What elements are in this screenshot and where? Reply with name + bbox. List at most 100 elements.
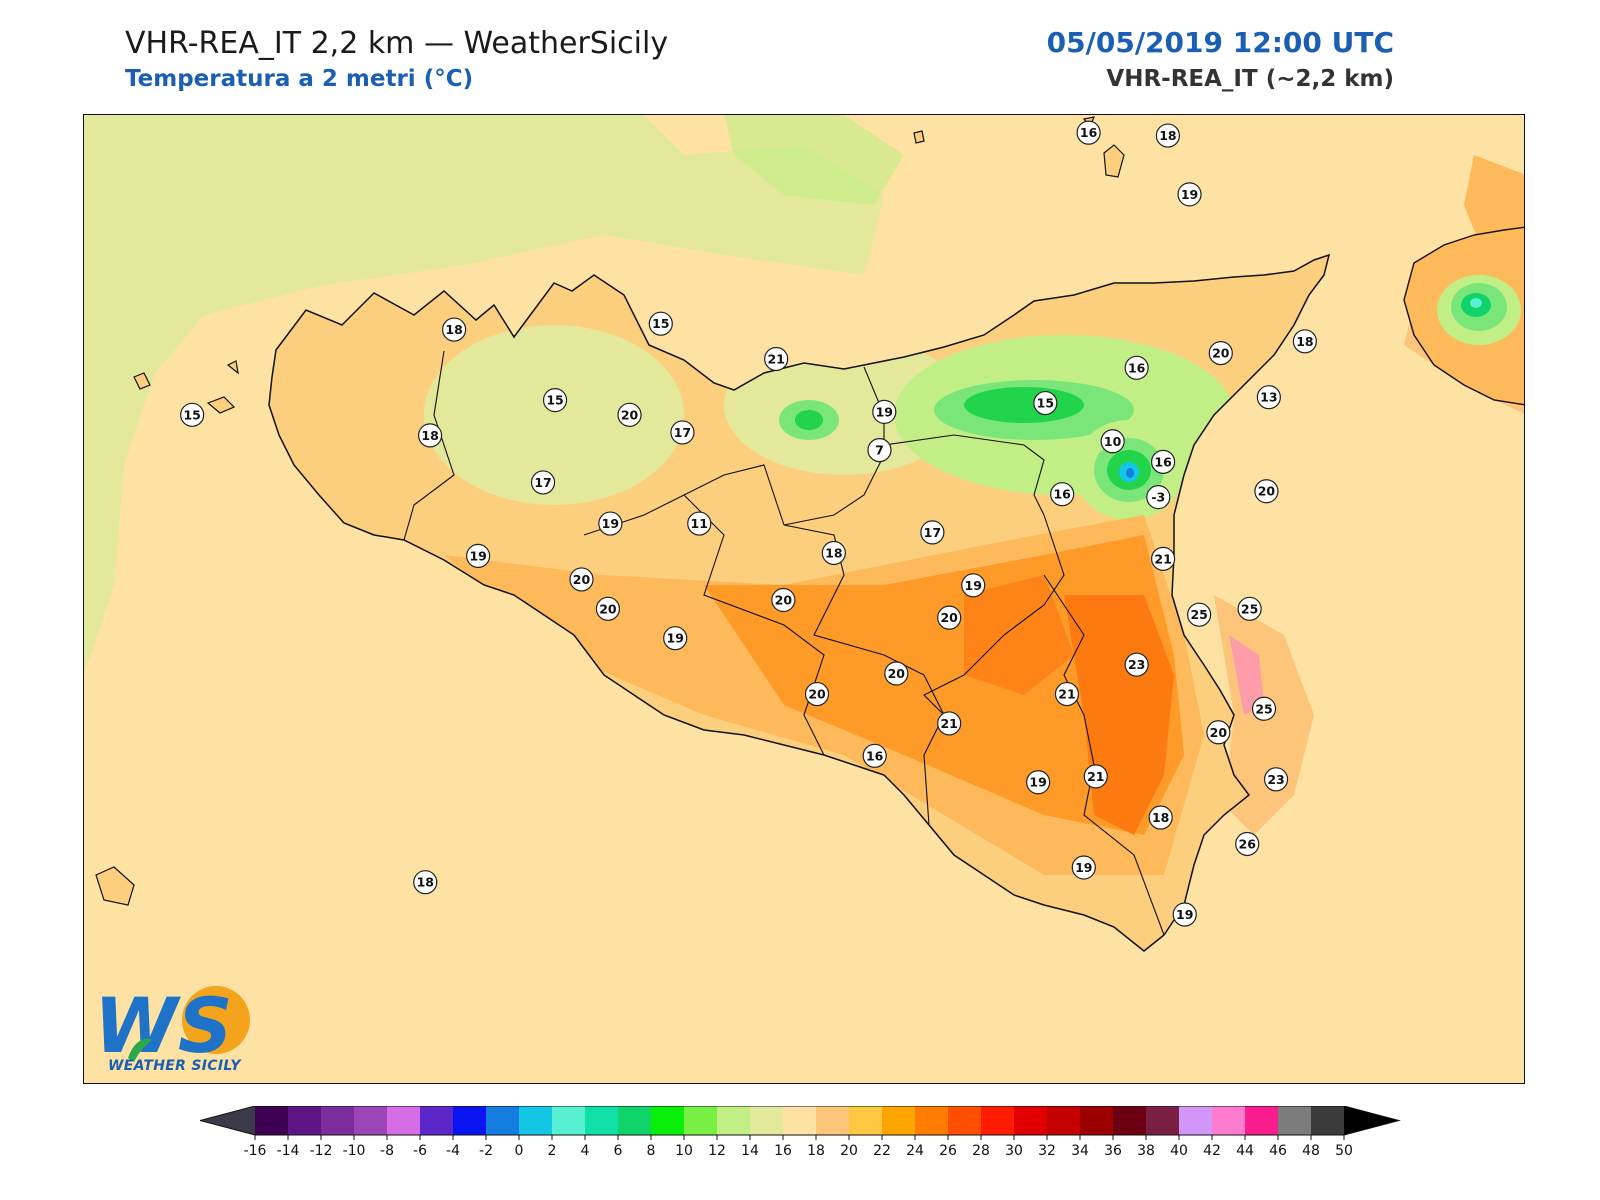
station-label: 25 bbox=[1255, 701, 1272, 716]
colorbar-swatch bbox=[288, 1106, 322, 1135]
logo-text: WEATHER SICILY bbox=[108, 1058, 241, 1074]
colorbar-swatch bbox=[1212, 1106, 1246, 1135]
station-marker[interactable]: 18 bbox=[1155, 123, 1181, 148]
station-marker[interactable]: 20 bbox=[937, 605, 962, 630]
colorbar-swatch bbox=[783, 1106, 817, 1135]
station-label: 21 bbox=[1058, 687, 1075, 702]
station-marker[interactable]: 15 bbox=[1033, 390, 1058, 416]
station-marker[interactable]: 23 bbox=[1263, 767, 1289, 792]
station-circle bbox=[1124, 355, 1149, 380]
station-marker[interactable]: 20 bbox=[771, 587, 796, 613]
station-circle bbox=[530, 470, 556, 495]
colorbar-swatch bbox=[882, 1106, 916, 1135]
station-marker[interactable]: 7 bbox=[867, 437, 892, 463]
station-marker[interactable]: 21 bbox=[764, 346, 789, 372]
colorbar-swatch bbox=[618, 1106, 652, 1135]
station-marker[interactable]: 20 bbox=[804, 681, 830, 707]
station-circle bbox=[804, 681, 830, 707]
station-label: 17 bbox=[534, 475, 551, 490]
station-circle bbox=[1150, 449, 1176, 474]
station-marker[interactable]: 19 bbox=[1071, 855, 1096, 880]
station-circle bbox=[1237, 596, 1262, 621]
station-marker[interactable]: 17 bbox=[530, 470, 556, 495]
station-marker[interactable]: 21 bbox=[1150, 546, 1176, 571]
colorbar-swatch bbox=[1278, 1106, 1312, 1135]
station-marker[interactable]: 16 bbox=[1150, 449, 1176, 474]
station-label: 19 bbox=[667, 631, 684, 646]
weathersicily-logo: WS bbox=[94, 981, 250, 1070]
station-marker[interactable]: 15 bbox=[648, 311, 673, 336]
station-marker[interactable]: 17 bbox=[670, 420, 695, 445]
colorbar-tick-label: 0 bbox=[515, 1143, 524, 1159]
station-label: 19 bbox=[1181, 187, 1198, 202]
station-label: 20 bbox=[808, 687, 826, 702]
station-circle bbox=[1177, 182, 1202, 207]
colorbar-swatch bbox=[585, 1106, 619, 1135]
station-marker[interactable]: 15 bbox=[542, 388, 568, 413]
colorbar-tick-label: 16 bbox=[774, 1143, 792, 1159]
colorbar-swatch bbox=[849, 1106, 883, 1135]
station-label: 20 bbox=[621, 407, 639, 422]
station-label: 20 bbox=[573, 572, 591, 587]
station-marker[interactable]: 18 bbox=[442, 317, 467, 342]
station-marker[interactable]: 20 bbox=[1254, 479, 1279, 504]
station-circle bbox=[821, 540, 846, 566]
station-label: 20 bbox=[940, 610, 958, 625]
station-marker[interactable]: 25 bbox=[1251, 696, 1277, 721]
station-marker[interactable]: 20 bbox=[617, 402, 642, 427]
station-marker[interactable]: 26 bbox=[1235, 831, 1260, 857]
station-marker[interactable]: 18 bbox=[417, 423, 443, 448]
station-marker[interactable]: 20 bbox=[595, 596, 621, 621]
station-marker[interactable]: 21 bbox=[1054, 681, 1080, 707]
station-circle bbox=[1292, 329, 1317, 354]
station-circle bbox=[417, 423, 443, 448]
station-marker[interactable]: 19 bbox=[598, 511, 623, 536]
station-marker[interactable]: 13 bbox=[1256, 385, 1281, 410]
station-marker[interactable]: 11 bbox=[687, 511, 712, 536]
station-marker[interactable]: 21 bbox=[937, 711, 962, 736]
station-marker[interactable]: 18 bbox=[821, 540, 846, 566]
station-marker[interactable]: -3 bbox=[1146, 485, 1171, 510]
station-marker[interactable]: 19 bbox=[1172, 902, 1197, 927]
station-label: 21 bbox=[1154, 551, 1171, 566]
station-label: 20 bbox=[1212, 346, 1230, 361]
station-marker[interactable]: 18 bbox=[1292, 329, 1317, 354]
station-marker[interactable]: 20 bbox=[1206, 720, 1231, 745]
station-label: 18 bbox=[417, 875, 434, 890]
station-marker[interactable]: 20 bbox=[884, 661, 909, 686]
station-marker[interactable]: 18 bbox=[413, 870, 438, 895]
colorbar-tick-label: -4 bbox=[446, 1143, 460, 1159]
station-marker[interactable]: 16 bbox=[1076, 120, 1101, 145]
station-marker[interactable]: 20 bbox=[569, 567, 594, 592]
station-circle bbox=[1256, 385, 1281, 410]
station-label: 17 bbox=[924, 525, 941, 540]
station-marker[interactable]: 25 bbox=[1187, 602, 1212, 627]
station-marker[interactable]: 21 bbox=[1083, 764, 1108, 789]
station-marker[interactable]: 20 bbox=[1208, 340, 1233, 366]
station-marker[interactable]: 16 bbox=[1124, 355, 1149, 380]
station-label: 15 bbox=[183, 407, 200, 422]
station-marker[interactable]: 19 bbox=[466, 543, 491, 569]
station-label: 7 bbox=[875, 443, 884, 458]
map-area[interactable]: 16 18 19 18 15 21 20 16 18 15 15 20 19 15 13 18 17 10 7 16 1… bbox=[83, 114, 1525, 1084]
station-label: 19 bbox=[965, 578, 982, 593]
station-circle bbox=[884, 661, 909, 686]
station-label: 25 bbox=[1241, 601, 1258, 616]
station-marker[interactable]: 18 bbox=[1148, 805, 1173, 830]
station-marker[interactable]: 25 bbox=[1237, 596, 1262, 621]
station-circle bbox=[867, 437, 892, 463]
station-marker[interactable]: 23 bbox=[1124, 652, 1149, 677]
station-marker[interactable]: 15 bbox=[180, 402, 205, 427]
station-marker[interactable]: 19 bbox=[1177, 182, 1202, 207]
station-marker[interactable]: 17 bbox=[920, 520, 945, 545]
station-marker[interactable]: 19 bbox=[663, 626, 688, 651]
station-marker[interactable]: 19 bbox=[961, 573, 986, 598]
station-label: 15 bbox=[652, 316, 669, 331]
station-label: 26 bbox=[1239, 836, 1257, 851]
station-marker[interactable]: 10 bbox=[1100, 429, 1125, 454]
station-marker[interactable]: 19 bbox=[872, 399, 897, 424]
station-marker[interactable]: 19 bbox=[1026, 770, 1051, 795]
station-label: 19 bbox=[602, 516, 619, 531]
station-marker[interactable]: 16 bbox=[862, 743, 887, 768]
station-marker[interactable]: 16 bbox=[1050, 482, 1075, 507]
